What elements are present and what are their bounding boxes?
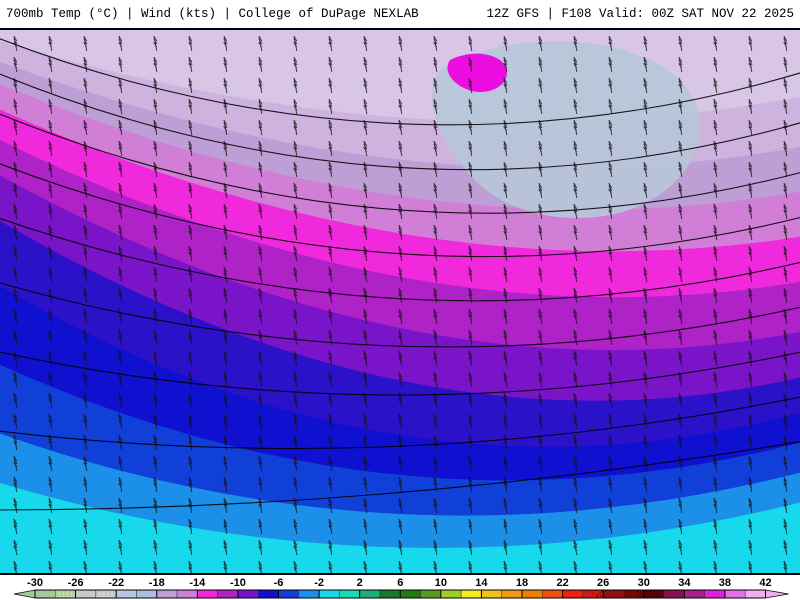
svg-text:-2: -2 xyxy=(314,577,324,589)
svg-text:34: 34 xyxy=(678,577,691,589)
svg-text:26: 26 xyxy=(597,577,609,589)
svg-text:-18: -18 xyxy=(149,577,165,589)
svg-text:-30: -30 xyxy=(27,577,43,589)
svg-text:-6: -6 xyxy=(274,577,284,589)
svg-text:30: 30 xyxy=(638,577,650,589)
svg-text:18: 18 xyxy=(516,577,528,589)
svg-text:10: 10 xyxy=(435,577,447,589)
svg-text:42: 42 xyxy=(759,577,771,589)
svg-text:14: 14 xyxy=(475,577,488,589)
svg-text:-26: -26 xyxy=(68,577,84,589)
svg-text:-14: -14 xyxy=(189,577,206,589)
svg-text:22: 22 xyxy=(556,577,568,589)
svg-text:6: 6 xyxy=(397,577,403,589)
svg-text:2: 2 xyxy=(357,577,363,589)
svg-text:38: 38 xyxy=(719,577,731,589)
svg-text:-10: -10 xyxy=(230,577,246,589)
svg-text:-22: -22 xyxy=(108,577,124,589)
